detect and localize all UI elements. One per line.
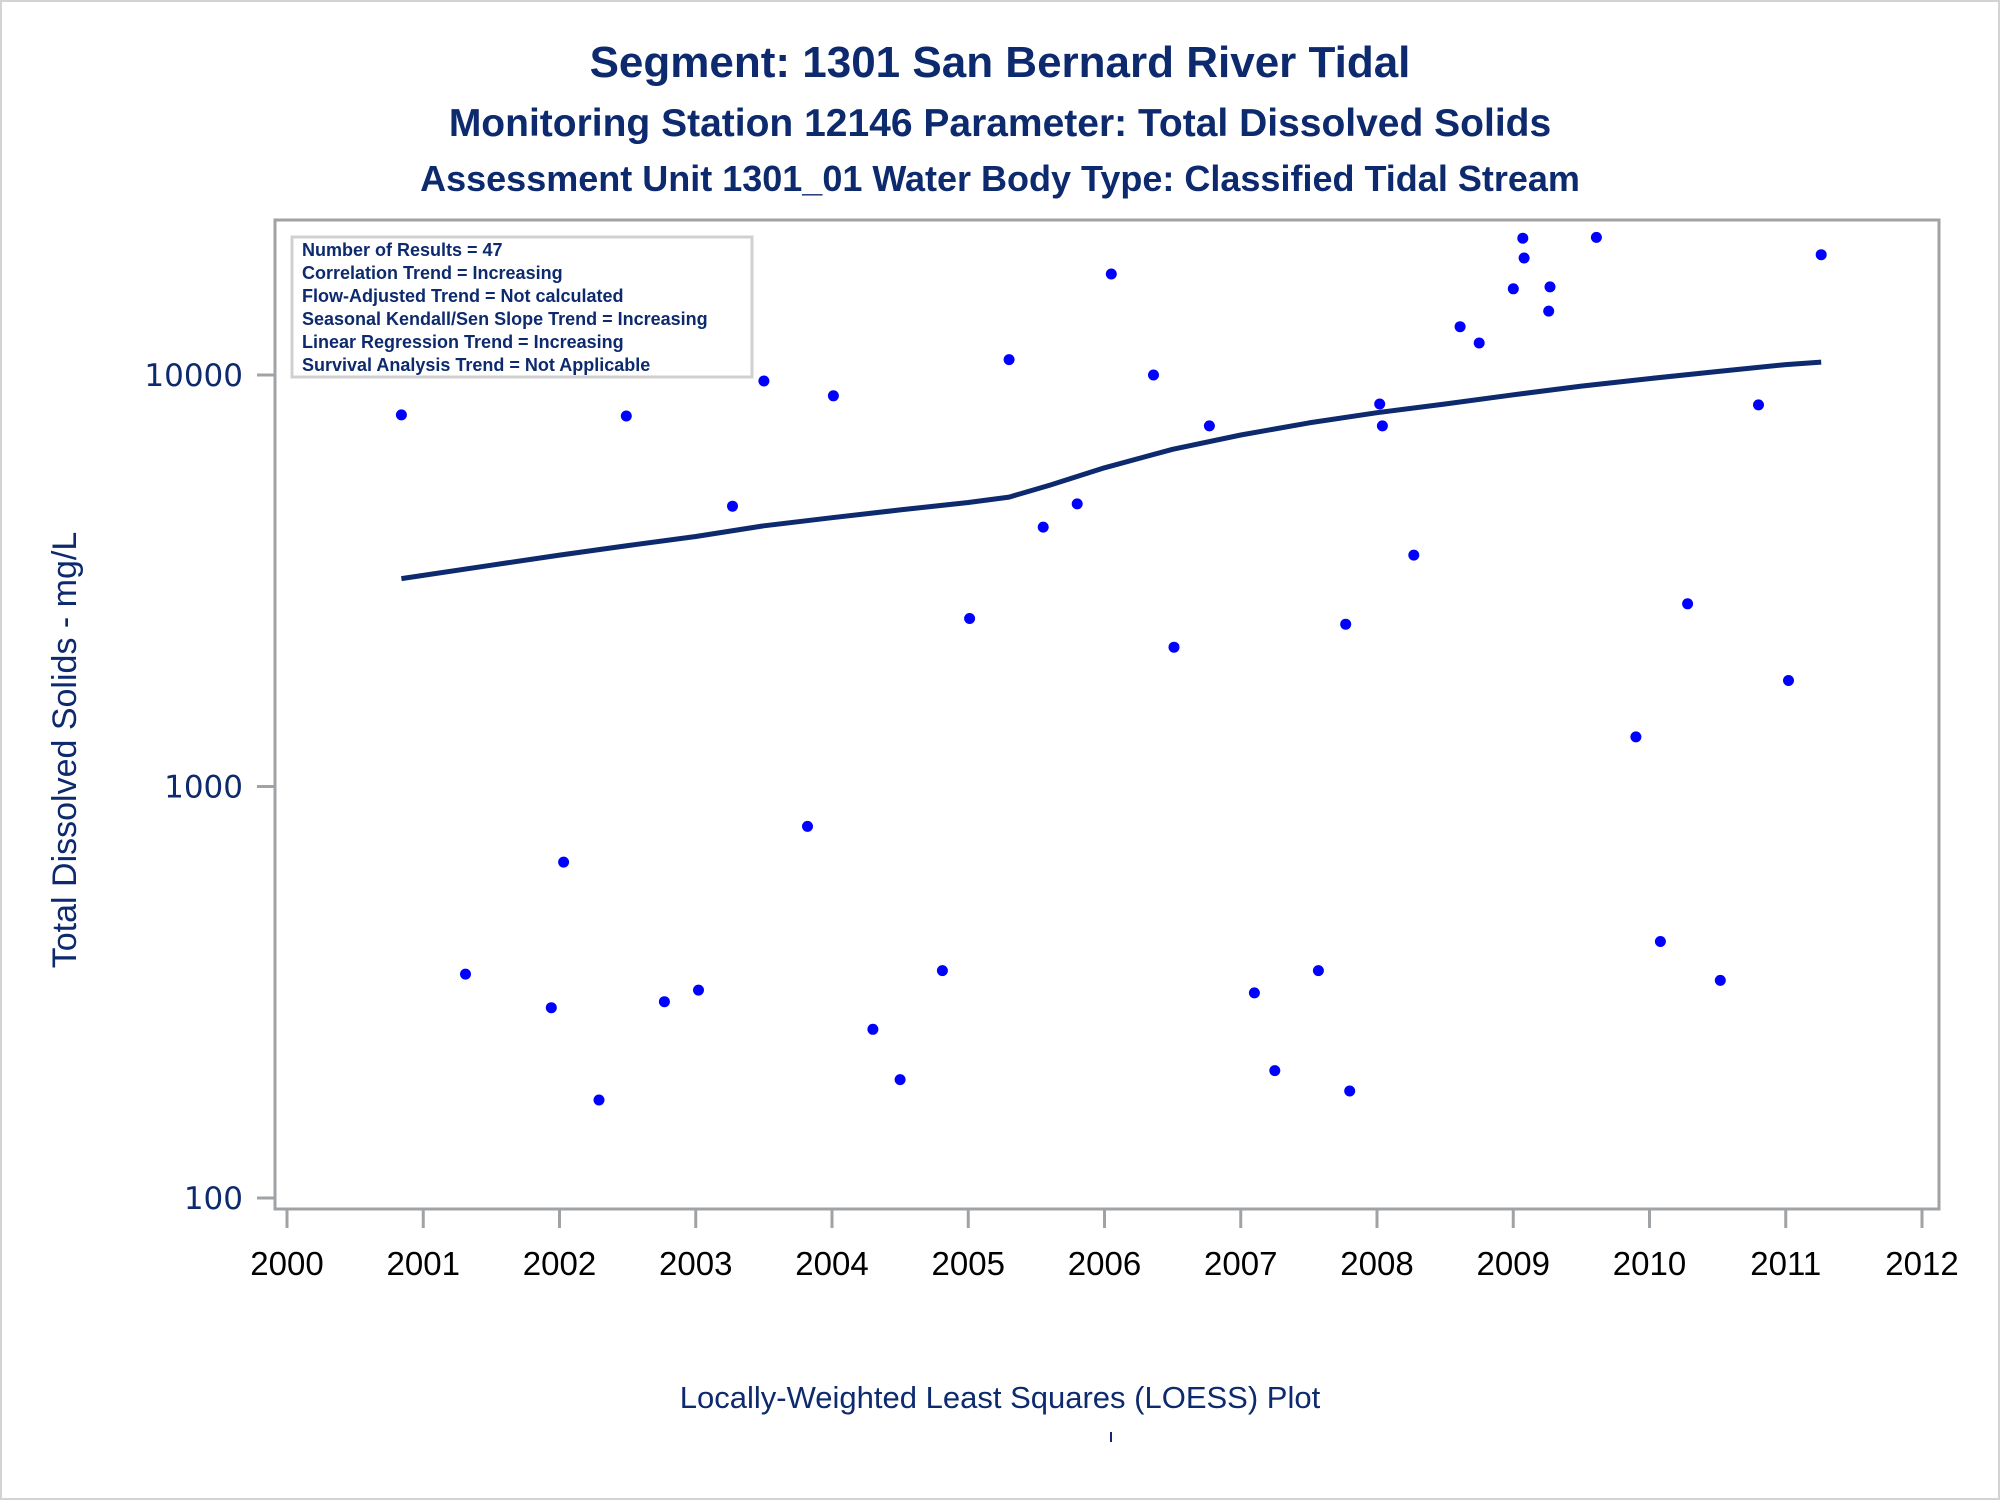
y-axis-label: Total Dissolved Solids - mg/L <box>46 532 84 969</box>
data-point <box>964 613 976 624</box>
trend-summary-border <box>290 235 754 379</box>
y-tick-label: 10000 <box>144 358 243 394</box>
data-point <box>1473 337 1485 349</box>
data-point <box>1344 1085 1356 1097</box>
data-point <box>693 984 704 996</box>
x-tick-label: 2008 <box>1340 1245 1413 1282</box>
x-tick-label: 2010 <box>1613 1245 1686 1282</box>
data-point <box>1269 1065 1281 1077</box>
chart-title: Segment: 1301 San Bernard River Tidal <box>589 38 1411 87</box>
data-point <box>1753 399 1764 411</box>
data-point <box>867 1023 879 1035</box>
x-tick-label: 2009 <box>1477 1245 1550 1282</box>
data-point <box>1507 283 1519 295</box>
footnote-marker <box>1110 1432 1112 1442</box>
data-point <box>936 965 948 977</box>
x-tick-label: 2005 <box>932 1245 1005 1282</box>
data-point <box>658 996 670 1008</box>
x-tick-label: 2001 <box>387 1245 460 1282</box>
data-point <box>1248 987 1260 999</box>
data-point <box>620 410 632 422</box>
x-tick-label: 2011 <box>1750 1245 1821 1282</box>
trend-summary-line: Linear Regression Trend = Increasing <box>302 332 624 352</box>
data-point <box>1003 354 1015 366</box>
data-point <box>894 1074 906 1086</box>
data-point <box>802 820 813 832</box>
data-point <box>1374 398 1386 410</box>
data-point <box>1518 252 1530 264</box>
data-point <box>1815 249 1827 261</box>
data-point <box>1783 675 1794 686</box>
data-point <box>1543 305 1555 317</box>
trend-summary-line: Flow-Adjusted Trend = Not calculated <box>302 286 624 306</box>
chart-subtitle-station: Monitoring Station 12146 Parameter: Tota… <box>448 102 1552 145</box>
trend-summary-line: Correlation Trend = Increasing <box>302 263 563 283</box>
data-point <box>545 1002 557 1014</box>
x-tick-label: 2012 <box>1885 1245 1958 1282</box>
trend-summary-line: Seasonal Kendall/Sen Slope Trend = Incre… <box>302 309 708 329</box>
data-point <box>1203 420 1215 432</box>
data-point <box>1148 369 1159 381</box>
data-point <box>1168 641 1180 653</box>
x-tick-label: 2007 <box>1204 1245 1277 1282</box>
chart-subtitle-assessment: Assessment Unit 1301_01 Water Body Type:… <box>420 158 1580 199</box>
data-point <box>1517 232 1529 244</box>
data-point <box>1037 521 1049 533</box>
y-axis: 100 1000 10000 <box>144 358 275 1217</box>
data-point <box>1454 321 1466 333</box>
data-point <box>593 1094 605 1106</box>
data-point <box>1312 965 1324 977</box>
trend-summary-line: Survival Analysis Trend = Not Applicable <box>302 355 650 375</box>
x-tick-label: 2003 <box>659 1245 732 1282</box>
plot-area-frame <box>273 218 1941 1211</box>
chart-footnote: Locally-Weighted Least Squares (LOESS) P… <box>679 1380 1321 1415</box>
loess-line <box>401 359 1822 582</box>
data-point <box>1376 420 1388 432</box>
y-tick-label: 100 <box>184 1181 243 1217</box>
trend-summary-box: Number of Results = 47 Correlation Trend … <box>290 235 754 379</box>
x-axis: 2000 2001 2002 2003 2004 2005 2006 2007 2008 2009… <box>250 1209 1959 1282</box>
data-point <box>1544 281 1556 293</box>
data-point <box>758 375 770 387</box>
data-point <box>1630 731 1642 743</box>
data-point <box>460 968 471 980</box>
y-tick-label: 1000 <box>164 770 243 806</box>
x-tick-label: 2000 <box>250 1245 323 1282</box>
data-point <box>1590 231 1602 243</box>
data-point <box>1340 618 1352 630</box>
trend-summary-line: Number of Results = 47 <box>302 240 503 260</box>
data-point <box>727 500 738 512</box>
data-point <box>558 856 570 868</box>
data-point <box>827 390 839 402</box>
loess-line-group <box>401 359 1822 582</box>
data-point <box>1654 936 1666 947</box>
x-tick-label: 2004 <box>795 1245 868 1282</box>
data-point <box>1105 268 1117 280</box>
data-point <box>395 409 407 421</box>
data-point <box>1408 549 1420 561</box>
data-point <box>1714 974 1726 986</box>
data-point <box>1071 498 1083 510</box>
x-tick-label: 2006 <box>1068 1245 1141 1282</box>
data-point <box>1682 598 1694 610</box>
x-tick-label: 2002 <box>523 1245 596 1282</box>
